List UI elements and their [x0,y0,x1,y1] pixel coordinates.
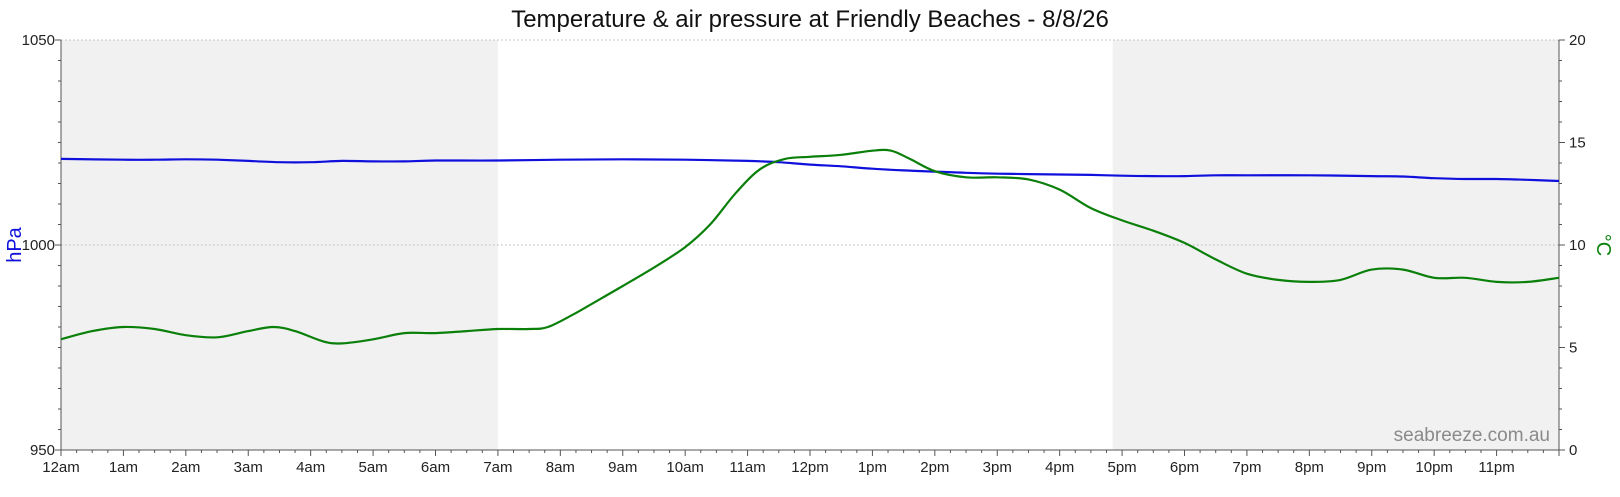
y-left-tick-label: 1000 [22,237,55,254]
x-tick-label: 8am [546,459,575,476]
x-tick-label: 9pm [1357,459,1386,476]
y-right-tick-label: 15 [1569,135,1586,152]
x-tick-label: 3pm [983,459,1012,476]
x-tick-label: 8pm [1295,459,1324,476]
x-tick-label: 9am [608,459,637,476]
x-tick-label: 4am [296,459,325,476]
x-tick-label: 5am [358,459,387,476]
x-tick-label: 3am [234,459,263,476]
x-tick-label: 6am [421,459,450,476]
series-lines [60,148,1560,345]
y-right-tick-label: 20 [1569,32,1586,49]
night-shade-band [61,40,498,450]
x-tick-label: 7am [483,459,512,476]
y-right-tick-label: 0 [1569,442,1577,459]
y-left-tick-label: 1050 [22,32,55,49]
y-axis-left-label: hPa [4,226,26,262]
x-tick-label: 7pm [1232,459,1261,476]
x-tick-label: 11am [729,459,765,476]
y-left-tick-label: 950 [30,442,55,459]
x-tick-label: 12pm [791,459,829,476]
y-right-tick-label: 5 [1569,340,1577,357]
chart-title: Temperature & air pressure at Friendly B… [511,6,1109,33]
x-tick-label: 10am [666,459,704,476]
watermark: seabreeze.com.au [1394,425,1550,446]
x-tick-label: 2pm [920,459,949,476]
x-tick-label: 6pm [1170,459,1199,476]
x-tick-label: 2am [171,459,200,476]
x-tick-label: 10pm [1415,459,1453,476]
axes: 12am 1am 2am 3am 4am 5am 6am 7am 8am 9am 10am 11am 1… [22,32,1586,476]
night-shade-band [1112,40,1559,450]
y-axis-right-label: °C [1592,234,1614,256]
x-tick-label: 5pm [1107,459,1136,476]
x-tick-label: 11pm [1478,459,1514,476]
temperature-line [60,148,1560,345]
x-tick-label: 12am [42,459,80,476]
pressure-line [60,157,1560,183]
x-tick-label: 1am [109,459,138,476]
y-right-tick-label: 10 [1569,237,1586,254]
x-tick-label: 1pm [858,459,887,476]
x-tick-label: 4pm [1045,459,1074,476]
